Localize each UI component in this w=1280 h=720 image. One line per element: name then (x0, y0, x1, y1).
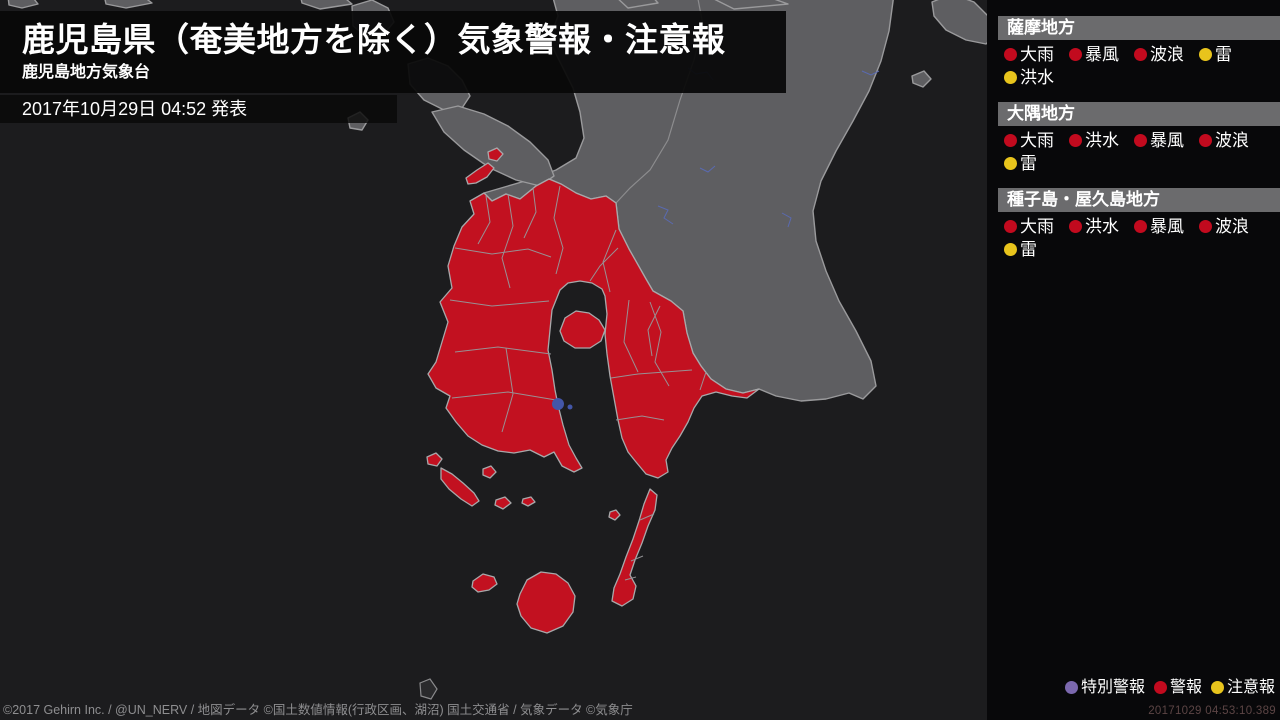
warning-label: 洪水 (1020, 68, 1054, 87)
kuchinoerabujima (471, 573, 498, 593)
region-section-tanegashima-yakushima: 種子島・屋久島地方 大雨 洪水 暴風 波浪 (987, 188, 1280, 261)
legend-label: 特別警報 (1080, 679, 1145, 696)
warning-level-dot (1004, 134, 1017, 147)
issuing-office: 鹿児島地方気象台 (22, 64, 151, 81)
warning-item: 洪水 (1069, 129, 1134, 152)
region-name: 大隅地方 (998, 102, 1280, 126)
warning-label: 暴風 (1150, 131, 1184, 150)
region-name: 種子島・屋久島地方 (998, 188, 1280, 212)
warning-level-dot (1199, 48, 1212, 61)
tanegashima (611, 488, 658, 607)
warning-items: 大雨 洪水 暴風 波浪 雷 (1004, 215, 1272, 261)
warnings-panel: 薩摩地方 大雨 暴風 波浪 雷 (987, 0, 1280, 720)
koshikijima (426, 452, 443, 467)
title-box: 鹿児島県（奄美地方を除く）気象警報・注意報 鹿児島地方気象台 (0, 11, 786, 93)
warning-label: 大雨 (1020, 217, 1054, 236)
warning-level-dot (1199, 220, 1212, 233)
warning-item: 洪水 (1004, 66, 1069, 89)
warning-item: 暴風 (1069, 43, 1134, 66)
issued-time-bar: 2017年10月29日 04:52 発表 (0, 95, 397, 123)
warning-label: 暴風 (1150, 217, 1184, 236)
warning-items: 大雨 洪水 暴風 波浪 雷 (1004, 129, 1272, 175)
warning-item: 雷 (1199, 43, 1264, 66)
legend-item: 警報 (1153, 676, 1202, 699)
warning-dot (1153, 681, 1167, 694)
warning-label: 波浪 (1215, 131, 1249, 150)
legend-label: 警報 (1169, 679, 1202, 696)
warning-level-dot (1134, 48, 1147, 61)
warning-item: 暴風 (1134, 129, 1199, 152)
legend-label: 注意報 (1226, 679, 1275, 696)
warning-item: 雷 (1004, 152, 1069, 175)
warning-label: 大雨 (1020, 131, 1054, 150)
sakurajima (559, 310, 606, 349)
warning-level-dot (1199, 134, 1212, 147)
region-section-osumi: 大隅地方 大雨 洪水 暴風 波浪 (987, 102, 1280, 175)
lake-ikeda (552, 398, 573, 410)
warning-label: 洪水 (1085, 131, 1119, 150)
special-warning-dot (1064, 681, 1078, 694)
legend-item: 特別警報 (1064, 676, 1145, 699)
warning-level-dot (1134, 134, 1147, 147)
region-section-satsuma: 薩摩地方 大雨 暴風 波浪 雷 (987, 16, 1280, 89)
warning-item: 波浪 (1134, 43, 1199, 66)
warning-label: 雷 (1020, 154, 1037, 173)
page-title: 鹿児島県（奄美地方を除く）気象警報・注意報 (22, 21, 726, 58)
warning-level-dot (1004, 220, 1017, 233)
warning-item: 洪水 (1069, 215, 1134, 238)
warning-label: 大雨 (1020, 45, 1054, 64)
warning-item: 大雨 (1004, 43, 1069, 66)
warning-item: 大雨 (1004, 215, 1069, 238)
warning-label: 波浪 (1150, 45, 1184, 64)
warning-label: 波浪 (1215, 217, 1249, 236)
yakushima (516, 571, 576, 634)
warning-item: 暴風 (1134, 215, 1199, 238)
legend: 特別警報 警報 注意報 (1064, 676, 1275, 699)
warning-items: 大雨 暴風 波浪 雷 洪水 (1004, 43, 1272, 89)
islet-outside-area (419, 678, 438, 700)
warning-level-dot (1069, 48, 1082, 61)
warning-label: 雷 (1020, 240, 1037, 259)
warning-item: 波浪 (1199, 215, 1264, 238)
copyright-attribution: ©2017 Gehirn Inc. / @UN_NERV / 地図データ ©国土… (3, 703, 633, 717)
warning-item: 雷 (1004, 238, 1069, 261)
warning-item: 大雨 (1004, 129, 1069, 152)
warning-item: 波浪 (1199, 129, 1264, 152)
warning-level-dot (1004, 48, 1017, 61)
warning-label: 雷 (1215, 45, 1232, 64)
generated-timestamp: 20171029 04:53:10.389 (1148, 705, 1276, 717)
region-name: 薩摩地方 (998, 16, 1280, 40)
warning-label: 洪水 (1085, 217, 1119, 236)
warning-level-dot (1069, 134, 1082, 147)
warning-label: 暴風 (1085, 45, 1119, 64)
warning-level-dot (1134, 220, 1147, 233)
warning-level-dot (1004, 157, 1017, 170)
warning-level-dot (1004, 71, 1017, 84)
warning-level-dot (1069, 220, 1082, 233)
issued-time: 2017年10月29日 04:52 発表 (22, 99, 248, 119)
municipal-borders (449, 185, 707, 581)
legend-item: 注意報 (1210, 676, 1275, 699)
advisory-dot (1210, 681, 1224, 694)
warning-level-dot (1004, 243, 1017, 256)
